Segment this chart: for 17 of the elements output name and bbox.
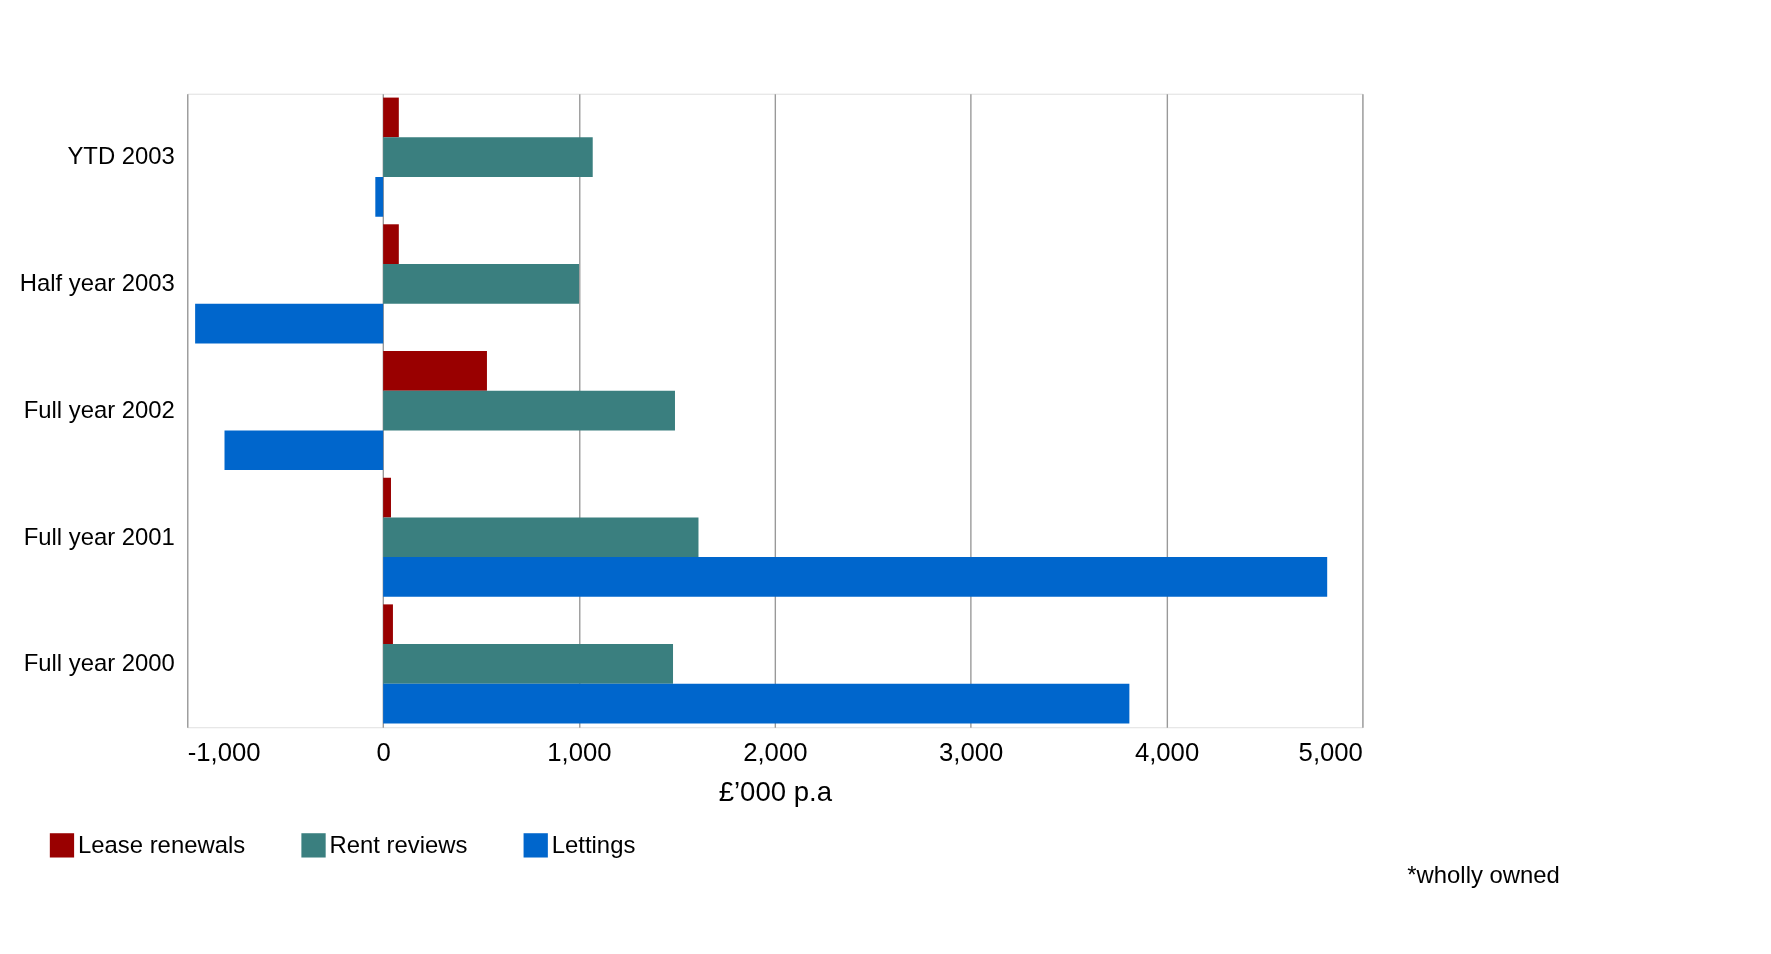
text: *wholly owned	[1407, 861, 1560, 889]
x-axis-title: £’000 p.a	[718, 776, 833, 808]
x-tick-label: -1,000	[187, 737, 261, 766]
y-tick-label: Half year 2003	[19, 269, 175, 297]
legend-label: Rent reviews	[329, 830, 468, 858]
x-tick-label: 3,000	[939, 737, 1004, 766]
legend-label: Lettings	[551, 830, 636, 858]
y-tick-label: YTD 2003	[67, 142, 175, 170]
x-tick-label: 0	[376, 737, 391, 766]
y-tick-label: Full year 2000	[23, 649, 175, 677]
x-tick-label: 2,000	[743, 737, 808, 766]
x-tick-label: 4,000	[1134, 737, 1200, 766]
legend-label: Lease renewals	[78, 830, 246, 858]
x-tick-label: 1,000	[547, 737, 612, 766]
x-tick-label: 5,000	[1298, 737, 1363, 766]
y-tick-label: Full year 2001	[23, 522, 175, 550]
y-tick-label: Full year 2002	[23, 395, 175, 423]
